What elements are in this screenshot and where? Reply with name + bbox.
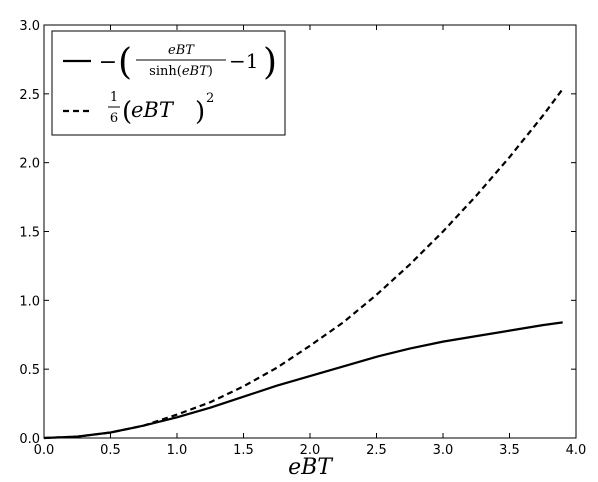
- x-tick-label: 3.0: [433, 443, 454, 458]
- ticks-layer: 0.0 0.5 1.0 1.5 2.0 2.5 3.0 3.5 4.0 0.0 0.5 1.0 1.5 2…: [19, 19, 586, 458]
- legend-1-sinh: sinh: [149, 64, 177, 79]
- y-tick-label: 1.0: [19, 294, 40, 309]
- y-tick-label: 0.5: [19, 363, 40, 378]
- x-axis-label: eBT: [288, 455, 334, 480]
- y-tick-label: 3.0: [19, 19, 40, 34]
- legend-1-denominator: sinh(eBT): [149, 64, 213, 79]
- y-tick-label: 2.0: [19, 157, 40, 172]
- y-tick-label: 1.5: [19, 226, 40, 241]
- legend-entry-2: 1 6 ( eBT ) 2: [63, 90, 214, 127]
- legend-1-numerator: eBT: [168, 43, 195, 58]
- x-tick-label: 2.5: [366, 443, 387, 458]
- legend-entry-1: − ( eBT sinh(eBT) −1 ): [63, 42, 277, 83]
- legend: − ( eBT sinh(eBT) −1 ) 1 6 ( eBT ) 2: [51, 30, 286, 136]
- legend-2-close-paren: ): [195, 97, 205, 127]
- x-tick-label: 4.0: [566, 443, 587, 458]
- plot-frame: [43, 24, 577, 439]
- x-tick-label: 0.0: [34, 443, 55, 458]
- legend-1-tail: −1: [229, 49, 258, 73]
- legend-2-exponent: 2: [206, 91, 214, 106]
- x-tick-label: 2.0: [300, 443, 321, 458]
- y-tick-label: 2.5: [19, 88, 40, 103]
- x-tick-label: 1.5: [233, 443, 254, 458]
- legend-1-close-paren: ): [263, 42, 277, 83]
- legend-2-base: eBT: [131, 98, 175, 122]
- legend-1-den-arg: eBT: [182, 64, 209, 79]
- series-line-solid: [43, 321, 563, 440]
- legend-box: [51, 30, 286, 136]
- legend-2-open-paren: (: [122, 97, 132, 127]
- y-tick-label: 0.0: [19, 432, 40, 447]
- legend-2-numerator: 1: [110, 90, 118, 105]
- series-layer: [43, 88, 564, 440]
- x-tick-label: 1.0: [167, 443, 188, 458]
- legend-1-minus: −: [99, 50, 117, 75]
- legend-2-denominator: 6: [110, 111, 118, 126]
- x-tick-label: 0.5: [100, 443, 121, 458]
- x-tick-label: 3.5: [499, 443, 520, 458]
- legend-1-open-paren: (: [118, 42, 132, 83]
